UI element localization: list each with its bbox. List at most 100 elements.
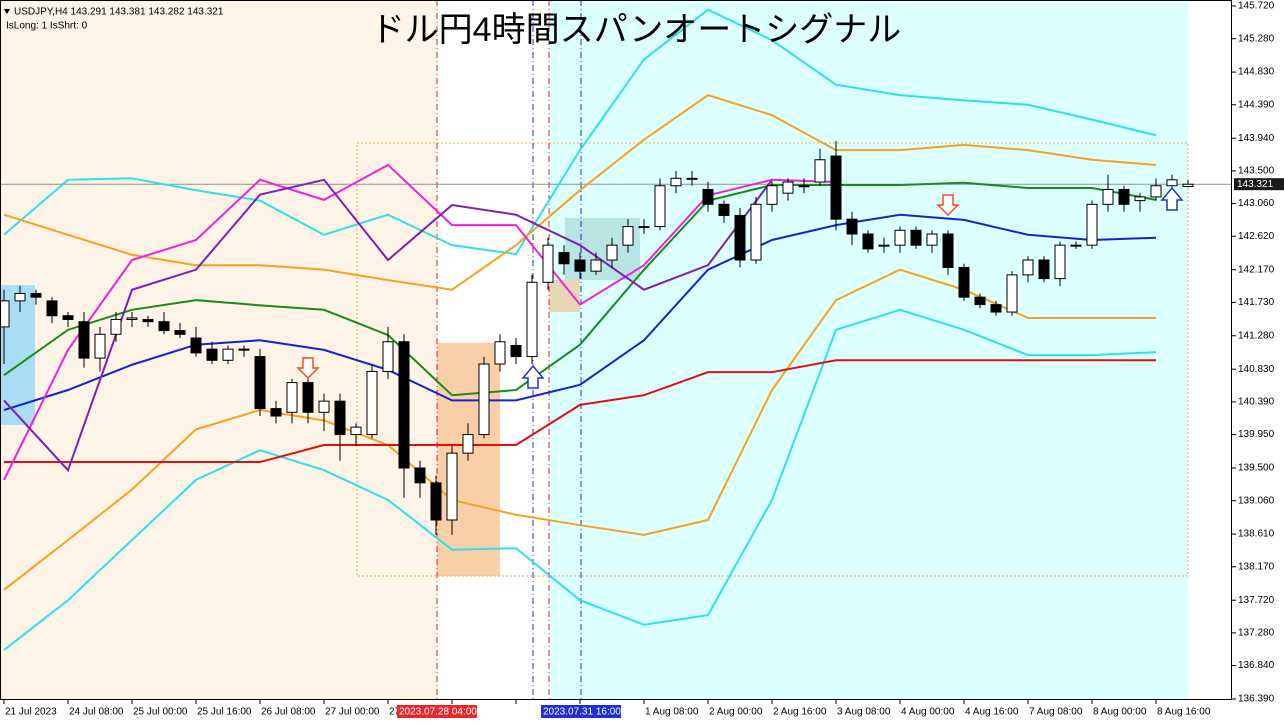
y-tick-label: 139.500 <box>1238 463 1275 474</box>
candle-body <box>1134 196 1146 202</box>
candle-body <box>30 292 42 298</box>
candle-body <box>366 370 378 436</box>
candle-body <box>798 185 810 188</box>
x-tick-label: 24 Jul 08:00 <box>69 707 124 718</box>
y-tick-label: 144.830 <box>1238 67 1275 78</box>
zone-shade <box>549 0 1188 700</box>
candle-body <box>1166 179 1178 187</box>
x-tick-label: 7 Aug 08:00 <box>1029 707 1083 718</box>
candle-body <box>878 244 890 247</box>
candle-body <box>1102 188 1114 205</box>
x-tick-label: 25 Jul 00:00 <box>133 707 188 718</box>
candle-body <box>670 177 682 187</box>
candle-body <box>1182 183 1194 187</box>
y-tick-label: 137.720 <box>1238 595 1275 606</box>
indicator-line <box>3 308 1157 651</box>
frame <box>0 0 1232 700</box>
candle-body <box>894 229 906 246</box>
sell-arrow <box>936 194 960 217</box>
candle-body <box>494 341 506 365</box>
x-tick-label: 25 Jul 16:00 <box>197 707 252 718</box>
candle-body <box>1118 188 1130 205</box>
y-tick-label: 138.610 <box>1238 529 1275 540</box>
candle-body <box>1022 259 1034 276</box>
candle-body <box>846 218 858 235</box>
candle-body <box>222 348 234 361</box>
candle-body <box>542 244 554 283</box>
candle-body <box>702 188 714 205</box>
candle-body <box>1150 185 1162 198</box>
y-tick-label: 142.170 <box>1238 264 1275 275</box>
indicator-line <box>3 181 1157 397</box>
y-tick-label: 142.620 <box>1238 231 1275 242</box>
candle-body <box>990 304 1002 313</box>
x-tick-label: 26 Jul 08:00 <box>261 707 316 718</box>
candle-body <box>254 356 266 410</box>
y-tick-label: 143.060 <box>1238 198 1275 209</box>
y-tick-label: 136.390 <box>1238 694 1275 705</box>
x-tick-label: 8 Aug 00:00 <box>1093 707 1147 718</box>
candle-body <box>1038 259 1050 280</box>
candle-body <box>734 214 746 261</box>
price-tag <box>1234 178 1284 191</box>
event-marker-label: 2023.07.31 16:00 <box>543 707 621 718</box>
candle-body <box>190 337 202 354</box>
candle-body <box>158 321 170 332</box>
collapse-icon <box>4 9 10 14</box>
y-tick-label: 137.280 <box>1238 628 1275 639</box>
x-tick-label: 1 Aug 08:00 <box>645 707 699 718</box>
candle-body <box>574 259 586 272</box>
x-tick-label: 4 Aug 00:00 <box>901 707 955 718</box>
candle-body <box>926 233 938 246</box>
candle-body <box>1006 274 1018 313</box>
indicator-line <box>3 94 1157 291</box>
candle-body <box>638 226 650 229</box>
candle-body <box>238 348 250 351</box>
candle-body <box>398 341 410 469</box>
plot-area <box>0 0 1232 700</box>
candle-body <box>174 330 186 335</box>
candle-body <box>1086 203 1098 246</box>
event-marker <box>541 705 621 718</box>
event-marker-label: 2023.07.28 04:00 <box>399 707 477 718</box>
sell-arrow <box>296 357 320 380</box>
candle-body <box>1070 244 1082 247</box>
candle-body <box>782 181 794 194</box>
candle-body <box>350 426 362 436</box>
candle-body <box>510 344 522 358</box>
candle-body <box>270 408 282 417</box>
candle-body <box>478 363 490 436</box>
candle-body <box>622 226 634 246</box>
candle-body <box>526 281 538 358</box>
candle-body <box>110 318 122 335</box>
chart-title: ドル円4時間スパンオートシグナル <box>371 11 902 49</box>
event-marker <box>397 705 477 718</box>
candle-body <box>830 155 842 220</box>
y-tick-label: 141.280 <box>1238 330 1275 341</box>
x-tick-label: 27 <box>389 707 401 718</box>
candle-body <box>126 317 138 320</box>
candle-body <box>942 233 954 268</box>
candle-body <box>414 467 426 484</box>
x-tick-label: 2 Aug 00:00 <box>709 707 763 718</box>
candle-body <box>14 292 26 302</box>
y-tick-label: 136.840 <box>1238 660 1275 671</box>
price-tag-label: 143.321 <box>1237 179 1274 190</box>
candle-body <box>910 229 922 246</box>
candle-body <box>654 185 666 228</box>
candle-body <box>558 252 570 265</box>
candle-body <box>94 333 106 359</box>
candle-body <box>814 159 826 183</box>
indicator-line <box>3 8 1157 256</box>
y-tick-label: 141.730 <box>1238 297 1275 308</box>
candle-body <box>590 259 602 272</box>
candle-body <box>974 296 986 306</box>
candles <box>0 141 1194 535</box>
symbol-info: USDJPY,H4 143.291 143.381 143.282 143.32… <box>14 7 224 18</box>
y-tick-label: 143.500 <box>1238 166 1275 177</box>
indicator-line <box>3 163 837 481</box>
x-tick-label: 2 Aug 16:00 <box>773 707 827 718</box>
x-tick-label: 27 Jul 00:00 <box>325 707 380 718</box>
y-tick-label: 144.390 <box>1238 99 1275 110</box>
